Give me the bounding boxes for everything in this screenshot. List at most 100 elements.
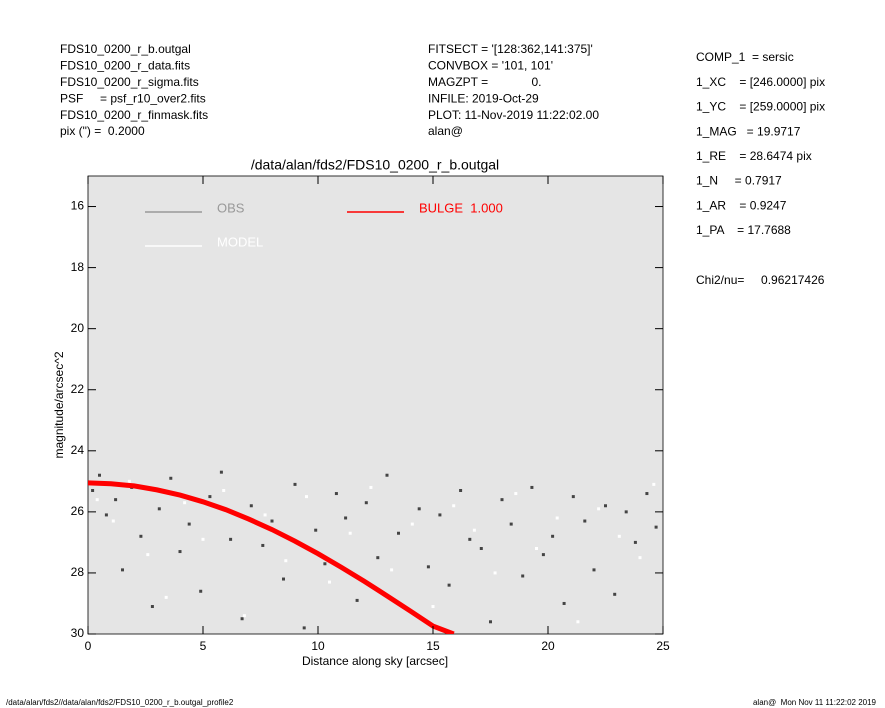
- data-point: [314, 528, 318, 532]
- data-point: [535, 547, 538, 551]
- header-left-line: FDS10_0200_r_sigma.fits: [60, 75, 199, 89]
- data-point: [261, 543, 265, 547]
- data-point: [645, 492, 649, 496]
- data-point: [284, 559, 288, 563]
- data-point: [369, 485, 373, 489]
- data-point: [249, 504, 253, 508]
- data-point: [208, 495, 212, 499]
- data-point: [397, 531, 400, 535]
- y-tick-label: 30: [71, 626, 85, 640]
- data-point: [229, 537, 233, 541]
- data-point: [426, 565, 430, 569]
- data-point: [555, 516, 559, 520]
- y-tick-label: 22: [71, 382, 85, 396]
- data-point: [468, 537, 472, 541]
- data-point: [344, 516, 348, 520]
- header-middle-line: CONVBOX = '101, 101': [428, 59, 553, 73]
- data-point: [199, 589, 203, 593]
- header-right-line: COMP_1 = sersic: [696, 50, 794, 64]
- header-right-line: 1_N = 0.7917: [696, 174, 782, 188]
- data-point: [514, 492, 518, 496]
- data-point: [604, 504, 607, 508]
- data-point: [592, 568, 596, 572]
- data-point: [624, 510, 628, 514]
- data-point: [431, 605, 435, 609]
- header-right-line: 1_MAG = 19.9717: [696, 124, 801, 138]
- data-point: [633, 540, 637, 544]
- data-point: [571, 495, 575, 499]
- data-point: [146, 553, 150, 557]
- x-tick-label: 0: [85, 639, 92, 653]
- legend-label: OBS: [217, 200, 245, 215]
- y-tick-label: 20: [71, 321, 85, 335]
- data-point: [348, 531, 352, 535]
- data-point: [472, 528, 476, 532]
- bulge-profile: [88, 480, 455, 634]
- x-tick-label: 20: [541, 639, 555, 653]
- data-point: [652, 482, 656, 486]
- data-point: [219, 470, 223, 474]
- data-point: [263, 513, 267, 517]
- data-point: [222, 488, 226, 492]
- data-point: [617, 534, 621, 538]
- data-point: [305, 495, 308, 499]
- data-point: [459, 488, 463, 492]
- x-axis-label: Distance along sky [arcsec]: [302, 654, 448, 668]
- header-middle-line: PLOT: 11-Nov-2019 11:22:02.00: [428, 108, 599, 122]
- data-point: [178, 550, 182, 554]
- data-point: [98, 473, 101, 477]
- data-point: [169, 476, 173, 480]
- data-point: [183, 501, 187, 505]
- data-point: [500, 498, 504, 502]
- data-point: [240, 617, 244, 621]
- data-point: [334, 492, 338, 496]
- y-tick-label: 18: [71, 260, 85, 274]
- y-tick-label: 16: [71, 199, 85, 213]
- data-point: [479, 547, 483, 551]
- data-point: [530, 485, 534, 489]
- header-left-line: FDS10_0200_r_b.outgal: [60, 42, 191, 56]
- x-tick-label: 15: [426, 639, 440, 653]
- header-right-line: 1_XC = [246.0000] pix: [696, 75, 825, 89]
- header-right-line: 1_YC = [259.0000] pix: [696, 100, 825, 114]
- data-point: [562, 601, 566, 605]
- data-point: [447, 583, 451, 587]
- data-point: [521, 574, 525, 578]
- data-point: [551, 534, 555, 538]
- data-point: [410, 522, 414, 526]
- x-tick-label: 10: [311, 639, 325, 653]
- data-point: [509, 522, 513, 526]
- data-point: [242, 614, 246, 618]
- data-point: [493, 571, 497, 575]
- data-point: [489, 620, 492, 624]
- header-middle-line: FITSECT = '[128:362,141:375]': [428, 42, 593, 56]
- data-point: [328, 580, 331, 584]
- data-point: [323, 562, 327, 566]
- header-middle-line: INFILE: 2019-Oct-29: [428, 91, 539, 105]
- data-point: [654, 525, 658, 529]
- header-middle-line: alan@: [428, 124, 463, 138]
- x-tick-label: 25: [656, 639, 670, 653]
- data-point: [417, 507, 421, 511]
- data-point: [104, 513, 108, 517]
- x-tick-label: 5: [200, 639, 207, 653]
- data-point: [187, 522, 191, 526]
- data-point: [541, 553, 545, 557]
- data-point: [355, 598, 359, 602]
- data-point: [364, 501, 368, 505]
- data-point: [114, 498, 118, 502]
- y-tick-label: 26: [71, 504, 85, 518]
- plot-area: [87, 175, 664, 635]
- header-left-line: PSF = psf_r10_over2.fits: [60, 91, 206, 105]
- header-right-line: 1_RE = 28.6474 pix: [696, 149, 812, 163]
- y-tick-label: 28: [71, 565, 85, 579]
- data-point: [139, 534, 143, 538]
- data-point: [390, 568, 394, 572]
- data-point: [302, 626, 306, 630]
- footer-left: /data/alan/fds2//data/alan/fds2/FDS10_02…: [6, 698, 234, 707]
- data-point: [576, 620, 580, 624]
- data-point: [613, 592, 617, 596]
- y-tick-label: 24: [71, 443, 85, 457]
